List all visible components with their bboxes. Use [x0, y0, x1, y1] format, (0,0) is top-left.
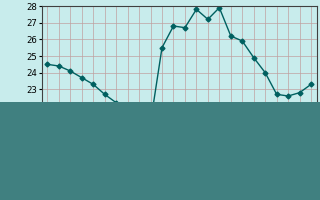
- X-axis label: Humidex (Indice chaleur): Humidex (Indice chaleur): [104, 171, 254, 181]
